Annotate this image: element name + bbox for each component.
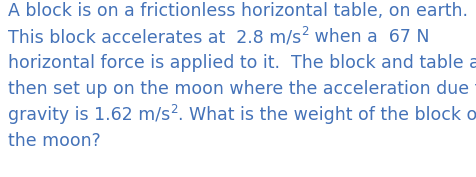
Text: 2: 2 <box>170 103 178 116</box>
Text: then set up on the moon where the acceleration due to: then set up on the moon where the accele… <box>8 80 476 98</box>
Text: This block accelerates at  2.8 m/s: This block accelerates at 2.8 m/s <box>8 28 301 46</box>
Text: A block is on a frictionless horizontal table, on earth.: A block is on a frictionless horizontal … <box>8 2 468 20</box>
Text: horizontal force is applied to it.  The block and table are: horizontal force is applied to it. The b… <box>8 54 476 72</box>
Text: gravity is 1.62 m/s: gravity is 1.62 m/s <box>8 106 170 124</box>
Text: the moon?: the moon? <box>8 132 101 150</box>
Text: when a  67 N: when a 67 N <box>309 28 429 46</box>
Text: . What is the weight of the block on: . What is the weight of the block on <box>178 106 476 124</box>
Text: 2: 2 <box>301 25 309 38</box>
